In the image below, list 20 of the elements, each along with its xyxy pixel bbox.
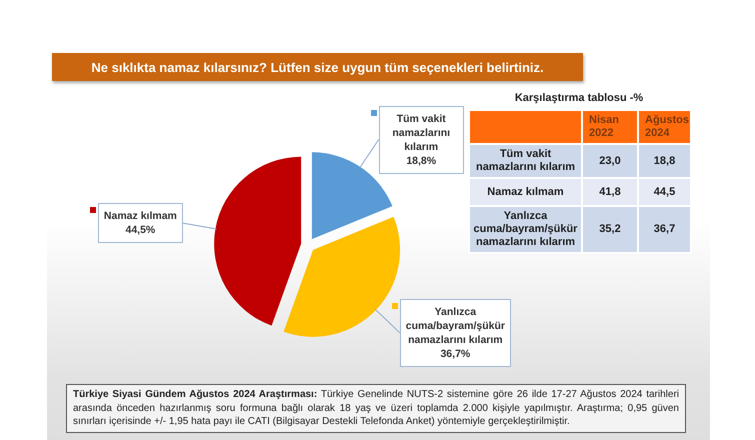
category-label: Yanlızca cuma/bayram/şükür namazlarını kılarım: [474, 210, 578, 248]
series-label: Nisan 2022: [589, 114, 619, 139]
legend-label: Namaz kılmam: [104, 210, 177, 222]
data-label: 36,7%: [440, 348, 470, 360]
text: Türkiye Siyasi Gündem Ağustos 2024 Araştırması: Türkiye Genelinde NUTS-2 sistemine göre 26 ilde 17-27 Ağustos 2024 tarihleri arasında önceden hazırlanmış soru formuna bağlı olarak 18 yaş ve üzeri toplamda 2.000 kişiyle yapılmıştır. Araştırma; 0,95 güven sınırları içerisinde +/- 1,95 hata payı ile CATI (Bilgisayar Destekli Telefonda Anket) yöntemiyle gerçekleştirilmiştir.: [73, 389, 679, 427]
category-label: Namaz kılmam: [487, 186, 564, 198]
slice-label: Yanlızca cuma/bayram/şükür namazlarını kılarım: [406, 306, 505, 346]
category-label: Tüm vakit namazlarını kılarım: [476, 148, 576, 173]
data-label: 35,2: [599, 223, 621, 235]
data-label: 44,5%: [126, 224, 156, 236]
legend-label: Tüm vakit namazlarını kılarım: [392, 112, 450, 152]
text: Karşılaştırma tablosu -%: [514, 92, 644, 104]
data-label: 23,0: [599, 154, 621, 166]
data-label: 41,8: [599, 186, 621, 198]
chart-title: Ne sıklıkta namaz kılarsınız? Lütfen size uygun tüm seçenekleri belirtiniz.: [91, 60, 544, 74]
series-label: Ağustos 2024: [645, 114, 689, 139]
data-label: 36,7: [654, 223, 676, 235]
data-label: 18,8%: [406, 154, 436, 166]
data-label: 18,8: [654, 154, 676, 166]
data-label: 44,5: [654, 186, 676, 198]
